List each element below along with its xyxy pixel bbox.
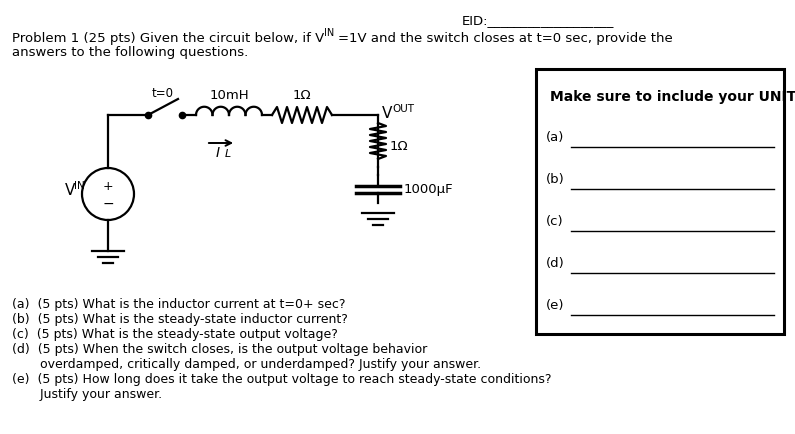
Text: IN: IN [324,28,334,38]
Text: =1V and the switch closes at t=0 sec, provide the: =1V and the switch closes at t=0 sec, pr… [338,32,673,45]
Text: t=0: t=0 [152,87,174,100]
Text: (b): (b) [546,173,564,186]
Text: 1Ω: 1Ω [390,139,409,152]
Text: Justify your answer.: Justify your answer. [12,387,162,400]
Text: I: I [216,146,220,160]
Text: 10mH: 10mH [209,89,249,102]
Text: Problem 1 (25 pts) Given the circuit below, if V: Problem 1 (25 pts) Given the circuit bel… [12,32,324,45]
Text: (c)  (5 pts) What is the steady-state output voltage?: (c) (5 pts) What is the steady-state out… [12,327,338,340]
Text: (a): (a) [546,131,564,144]
Text: (d): (d) [546,257,564,270]
Text: (c): (c) [546,215,564,228]
Text: (d)  (5 pts) When the switch closes, is the output voltage behavior: (d) (5 pts) When the switch closes, is t… [12,342,427,355]
Text: +: + [103,180,114,193]
Text: EID:___________________: EID:___________________ [462,14,615,27]
Bar [536,70,784,334]
Text: Make sure to include your UNITS!: Make sure to include your UNITS! [550,90,795,104]
Text: (b)  (5 pts) What is the steady-state inductor current?: (b) (5 pts) What is the steady-state ind… [12,312,348,325]
Text: IN: IN [74,181,84,191]
Text: 1Ω: 1Ω [293,89,312,102]
Text: (e)  (5 pts) How long does it take the output voltage to reach steady-state cond: (e) (5 pts) How long does it take the ou… [12,372,552,385]
Text: (a)  (5 pts) What is the inductor current at t=0+ sec?: (a) (5 pts) What is the inductor current… [12,297,346,310]
Text: overdamped, critically damped, or underdamped? Justify your answer.: overdamped, critically damped, or underd… [12,357,481,370]
Text: −: − [103,197,114,210]
Text: 1000μF: 1000μF [404,183,454,196]
Text: V: V [65,183,76,198]
Text: L: L [225,149,231,159]
Text: V: V [382,105,393,120]
Text: answers to the following questions.: answers to the following questions. [12,46,248,59]
Text: OUT: OUT [392,104,414,114]
Text: (e): (e) [546,299,564,312]
